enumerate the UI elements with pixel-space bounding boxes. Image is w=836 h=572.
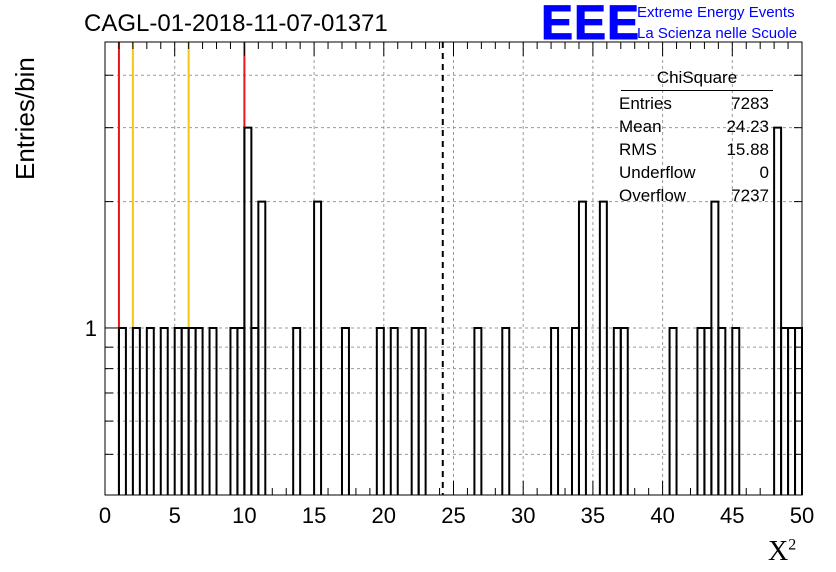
stats-row-overflow: Overflow 7237: [611, 184, 777, 207]
x-tick-label: 25: [441, 503, 465, 528]
histogram-bin: [717, 326, 727, 495]
histogram-bin: [173, 326, 183, 495]
stats-value: 0: [759, 163, 769, 182]
histogram-bars: [117, 126, 803, 495]
histogram-bin: [417, 326, 427, 495]
histogram-bin: [794, 326, 803, 495]
histogram-bin: [187, 326, 197, 495]
histogram-bin: [131, 326, 141, 495]
logo-line-2: La Scienza nelle Scuole: [637, 25, 798, 42]
axes: 0 5 10 15 20 25 30 35 40 45 50 1: [85, 41, 814, 528]
histogram-bin: [410, 326, 420, 495]
histogram-bin: [208, 326, 218, 495]
y-axis-label: Entries/bin: [10, 57, 40, 180]
histogram-bin: [731, 326, 741, 495]
histogram-bin: [550, 326, 560, 495]
histogram-bin: [473, 326, 483, 495]
stats-label: RMS: [619, 140, 657, 159]
histogram-bin: [194, 326, 204, 495]
x-tick-label: 10: [232, 503, 256, 528]
stats-label: Entries: [619, 94, 672, 113]
stats-label: Underflow: [619, 163, 696, 182]
histogram-bin: [619, 326, 629, 495]
stats-row-mean: Mean 24.23: [611, 115, 777, 138]
stats-row-underflow: Underflow 0: [611, 161, 777, 184]
histogram-bin: [250, 326, 260, 495]
histogram-bin: [159, 326, 169, 495]
histogram-bin: [668, 326, 678, 495]
histogram-bin: [229, 326, 239, 495]
histogram-bin: [180, 326, 190, 495]
histogram-bin: [313, 200, 323, 495]
eee-logo: EEE: [540, 0, 641, 50]
logo-line-1: Extreme Energy Events: [637, 4, 795, 21]
stats-value: 24.23: [726, 117, 769, 136]
stats-row-rms: RMS 15.88: [611, 138, 777, 161]
x-tick-label: 50: [790, 503, 814, 528]
histogram-bin: [577, 200, 587, 495]
histogram-bin: [710, 200, 720, 495]
stats-value: 7283: [731, 94, 769, 113]
x-tick-label: 0: [99, 503, 111, 528]
x-tick-label: 20: [372, 503, 396, 528]
histogram-bin: [257, 200, 267, 495]
x-axis-label: X2: [768, 536, 797, 567]
stats-label: Mean: [619, 117, 662, 136]
histogram-bin: [598, 200, 608, 495]
histogram-bin: [236, 326, 246, 495]
histogram-bin: [292, 326, 302, 495]
histogram-bin: [570, 326, 580, 495]
grid-lines: [105, 42, 802, 495]
x-tick-label: 45: [720, 503, 744, 528]
histogram-bin: [703, 326, 713, 495]
stats-box: ChiSquare Entries 7283 Mean 24.23 RMS 15…: [611, 66, 777, 207]
chart-title: CAGL-01-2018-11-07-01371: [84, 10, 388, 37]
x-tick-label: 40: [650, 503, 674, 528]
stats-label: Overflow: [619, 186, 687, 205]
histogram-bin: [773, 126, 783, 495]
histogram-bin: [375, 326, 385, 495]
histogram-bin: [501, 326, 511, 495]
stats-row-entries: Entries 7283: [611, 92, 777, 115]
histogram-bin: [780, 326, 790, 495]
x-tick-label: 35: [581, 503, 605, 528]
histogram-bin: [389, 326, 399, 495]
stats-value: 15.88: [726, 140, 769, 159]
y-tick-label: 1: [85, 316, 97, 341]
histogram-bin: [612, 326, 622, 495]
histogram-bin: [117, 326, 127, 495]
stats-title: ChiSquare: [621, 66, 773, 91]
x-tick-label: 30: [511, 503, 535, 528]
stats-value: 7237: [731, 186, 769, 205]
histogram-bin: [787, 326, 797, 495]
histogram-bin: [340, 326, 350, 495]
x-tick-label: 5: [169, 503, 181, 528]
histogram-bin: [696, 326, 706, 495]
histogram-bin: [243, 126, 253, 495]
x-tick-label: 15: [302, 503, 326, 528]
histogram-bin: [145, 326, 155, 495]
